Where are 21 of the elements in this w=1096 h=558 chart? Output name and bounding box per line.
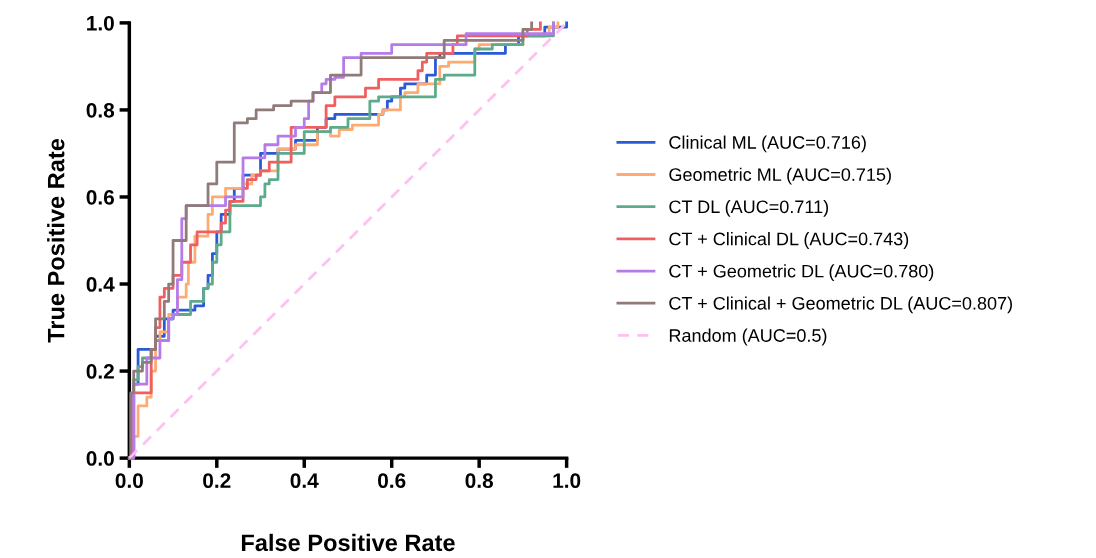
x-tick-label: 0.4: [290, 473, 319, 488]
y-tick-label: 0.2: [86, 364, 114, 379]
x-tick-label: 0.2: [203, 473, 231, 488]
legend-label: CT + Geometric DL (AUC=0.780): [669, 264, 934, 282]
legend-label: Random (AUC=0.5): [669, 328, 827, 346]
y-axis-title: True Positive Rate: [47, 138, 65, 343]
y-tick-label: 0.0: [86, 451, 114, 466]
x-axis-title: False Positive Rate: [241, 533, 455, 552]
y-tick-label: 0.6: [86, 189, 114, 205]
legend-label: CT + Clinical DL (AUC=0.743): [669, 232, 909, 249]
legend-label: Clinical ML (AUC=0.716): [669, 135, 866, 153]
x-tick-label: 0.6: [378, 473, 406, 488]
y-tick-label: 0.4: [86, 277, 115, 292]
y-tick-label: 1.0: [87, 15, 114, 31]
legend-label: CT DL (AUC=0.711): [669, 199, 829, 217]
x-tick-label: 0.0: [115, 473, 143, 488]
x-tick-label: 0.8: [465, 473, 494, 488]
y-tick-label: 0.8: [86, 102, 115, 118]
legend-label: Geometric ML (AUC=0.715): [669, 167, 891, 185]
legend-label: CT + Clinical + Geometric DL (AUC=0.807): [669, 296, 1012, 314]
x-tick-label: 1.0: [553, 473, 581, 488]
